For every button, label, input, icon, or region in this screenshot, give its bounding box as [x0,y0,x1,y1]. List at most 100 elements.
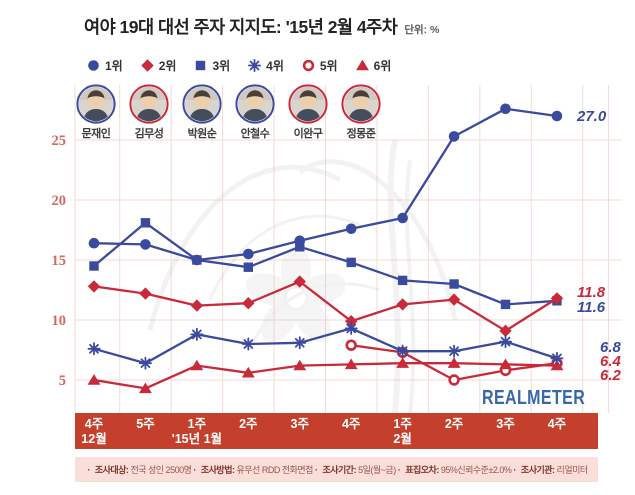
x-axis-band-rect [75,413,598,449]
x-tick-week: 4주 [85,417,104,431]
lee-wan-koo-marker [448,374,460,386]
ahn-cheol-soo-marker [241,337,255,351]
park-won-soon-marker [397,275,408,286]
ahn-cheol-soo-marker [138,356,152,370]
legend-rank-label: 5위 [319,59,338,73]
diamond-icon [141,59,154,72]
footer-item-value: 95%신뢰수준±2.0% [440,465,512,475]
footer-separator: · [193,464,196,475]
candidate-photo-moon-jae-in [76,84,116,124]
y-tick-label: 25 [52,133,67,149]
end-value-kim-moo-sung: 11.8 [577,284,606,301]
ring-marker [302,59,315,72]
candidate-name: 문재인 [81,128,111,140]
ahn-cheol-soo-marker [396,344,410,358]
chung-mong-joon-marker [139,382,152,394]
lee-wan-koo-marker [345,339,357,351]
end-value-ahn-cheol-soo: 6.8 [600,339,622,356]
y-tick-label: 10 [52,313,67,329]
candidate-ahn-cheol-soo: 안철수 [235,84,275,141]
candidate-row: 문재인 김무성 박원순 안철수 이완구 정몽준 [76,84,381,141]
kim-moo-sung-marker [499,324,512,337]
ahn-cheol-soo-marker [190,327,204,341]
candidate-photo-chung-mong-joon [341,84,381,124]
footer-item-value: 유무선 RDD 전화면접 [236,465,314,475]
moon-jae-in-marker [88,237,100,249]
moon-jae-in-marker [345,223,357,235]
park-won-soon-marker [89,261,99,271]
x-tick-week: 1주 [393,417,412,431]
footer-separator: · [314,464,318,475]
end-value-lee-wan-koo: 6.4 [600,353,622,370]
header: 여야 19대 대선 주자 지지도: '15년 2월 4주차 단위: % [84,14,439,39]
series-line-park-won-soon [93,221,558,306]
legend-item-rank-3: 3위 [193,57,230,74]
legend-rank-label: 3위 [212,59,231,73]
series-line-ahn-cheol-soo [93,327,558,365]
series-line-moon-jae-in [93,107,558,262]
chung-mong-joon-marker [396,357,410,368]
candidate-moon-jae-in: 문재인 [76,84,116,141]
legend-rank-label: 1위 [105,59,123,73]
footer-item-label: 조사기관: [520,465,555,475]
ring-icon [302,59,315,72]
park-won-soon-marker [243,262,254,272]
y-tick-label: 20 [52,193,67,209]
y-axis-labels: 5 10 15 20 25 [52,133,67,389]
candidate-name: 박원순 [187,128,217,140]
kim-moo-sung-marker [139,287,152,300]
candidate-name: 정몽준 [346,128,376,140]
footer-separator: · [513,464,516,475]
ahn-cheol-soo-marker [550,351,564,365]
kim-moo-sung-marker [190,299,204,312]
x-tick-week: 5주 [136,417,155,431]
candidate-kim-moo-sung: 김무성 [129,84,169,141]
kim-moo-sung-marker [242,297,255,310]
ahn-cheol-soo-marker [344,321,358,335]
x-tick-week: 1주 [188,417,207,431]
realmeter-logo: REALMETER [482,387,586,409]
x-tick-month: 2월 [393,431,411,446]
candidate-lee-wan-koo: 이완구 [288,84,328,141]
kim-moo-sung-marker [87,280,101,293]
x-tick-month: 12월 [81,431,106,446]
moon-jae-in-marker [140,239,151,250]
series-moon-jae-in [88,103,563,266]
unit-label: 단위: % [404,24,440,36]
legend-item-rank-4: 4위 [247,57,284,74]
asterisk-icon [248,58,262,73]
y-tick-label: 5 [59,373,66,389]
series-line-chung-mong-joon [93,362,557,390]
series-line-kim-moo-sung [93,280,558,332]
asterisk-marker [248,58,262,73]
moon-jae-in-marker [551,110,563,122]
survey-info-bar: · 조사대상: 전국 성인 2500명 · 조사방법: 유무선 RDD 전화면접 · 조사기간… [75,457,598,482]
candidate-name: 이완구 [293,128,323,140]
kim-moo-sung-marker [550,292,564,305]
legend-item-rank-6: 6위 [355,57,392,74]
legend-rank-label: 6위 [373,59,392,73]
legend-item-rank-2: 2위 [140,57,176,74]
x-tick-week: 3주 [291,417,310,431]
moon-jae-in-marker [243,248,254,260]
end-value-moon-jae-in: 27.0 [576,108,607,125]
candidate-photo-ahn-cheol-soo [235,84,275,124]
ahn-cheol-soo-marker [293,336,307,350]
candidate-photo-kim-moo-sung [129,84,169,124]
legend-item-rank-1: 1위 [86,57,123,74]
chung-mong-joon-marker [550,359,564,371]
candidate-name: 김무성 [134,128,164,140]
footer-item-label: 조사대상: [94,465,129,475]
y-tick-label: 15 [52,253,67,269]
footer-item-label: 조사기간: [322,465,357,475]
moon-jae-in-marker [191,254,203,266]
x-tick-week: 2주 [445,417,464,431]
ahn-cheol-soo-marker [447,344,461,358]
chung-mong-joon-marker [499,358,512,370]
footer-separator: · [397,464,401,475]
moon-jae-in-marker [294,235,306,247]
series-ahn-cheol-soo [87,321,564,370]
